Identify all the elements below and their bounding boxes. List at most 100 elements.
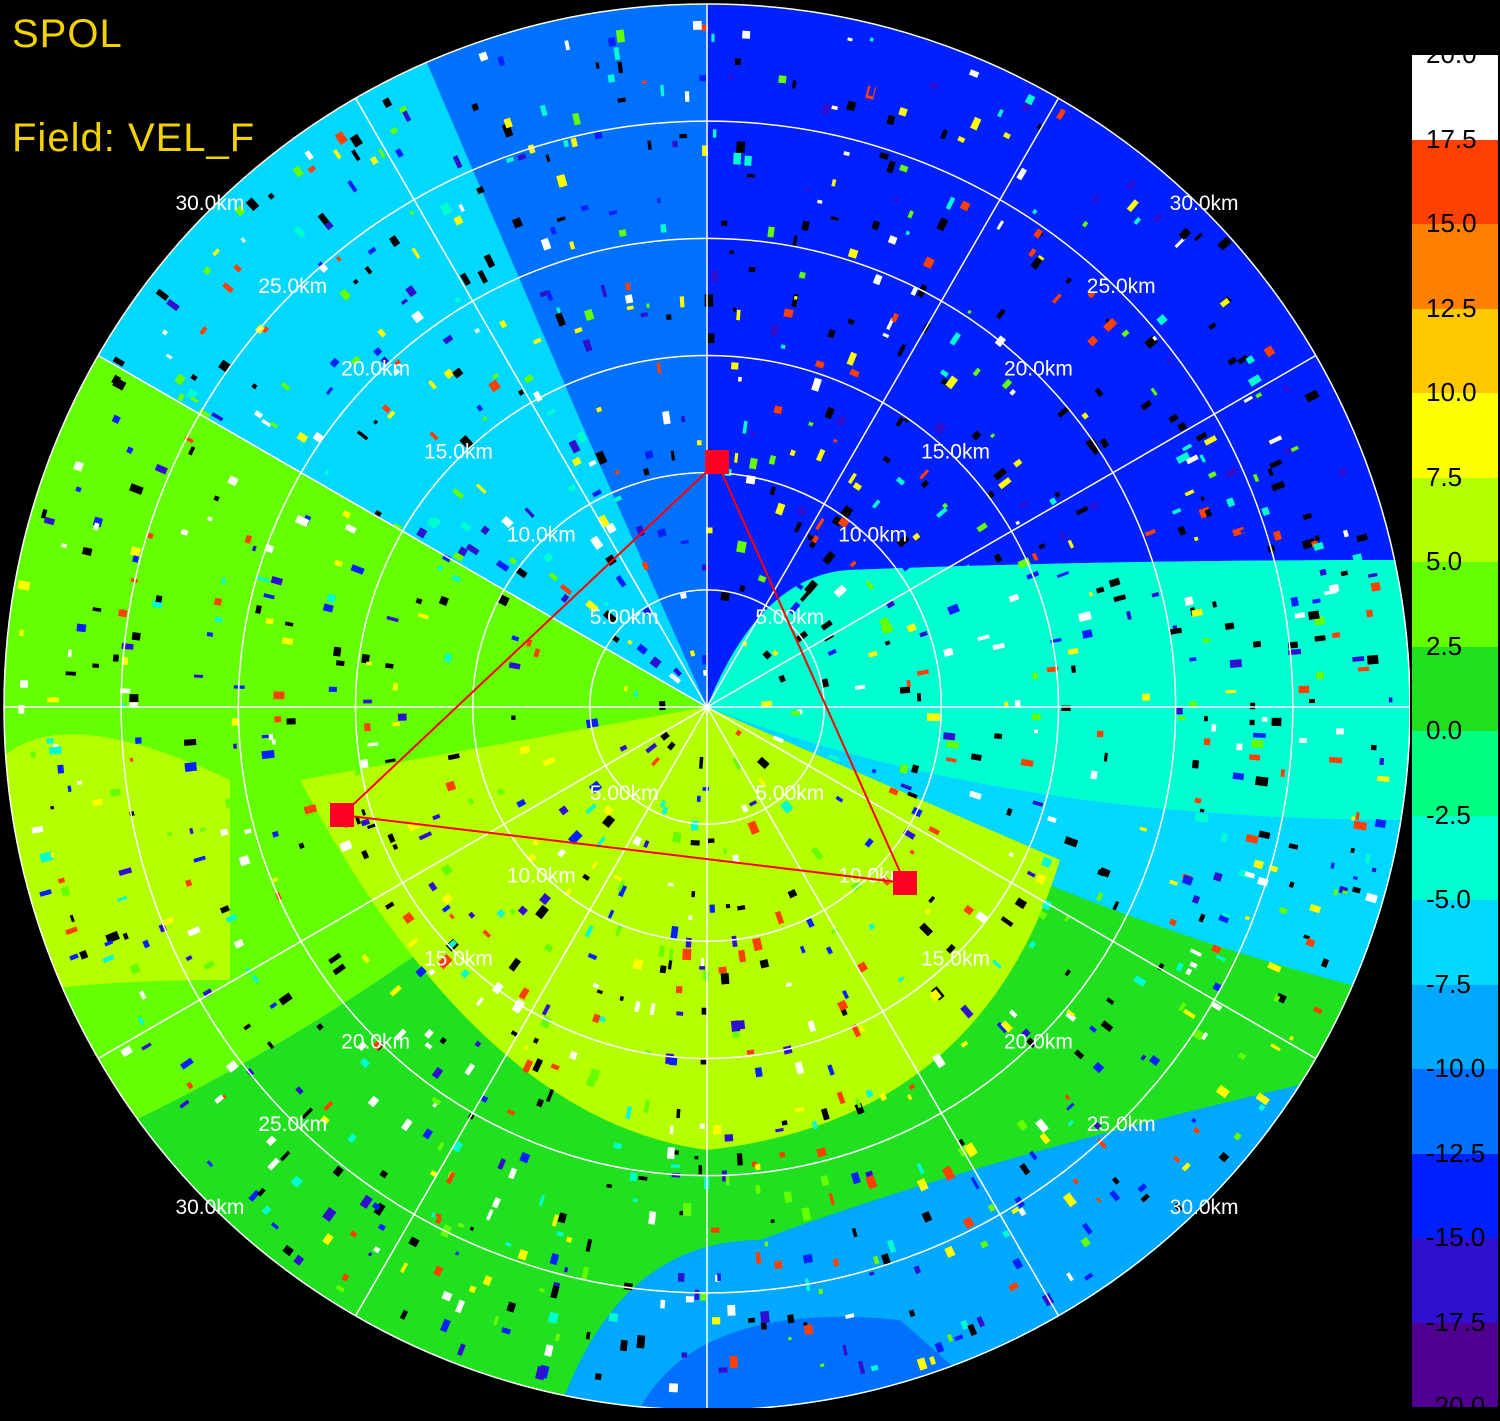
gate-speckle	[724, 1134, 734, 1142]
gate-speckle	[454, 296, 462, 304]
gate-speckle	[592, 1013, 601, 1024]
gate-speckle	[31, 825, 44, 834]
gate-speckle	[322, 1233, 334, 1246]
gate-speckle	[1290, 596, 1299, 607]
gate-speckle	[1199, 808, 1205, 813]
gate-speckle	[554, 312, 566, 327]
triangle-vertex-west[interactable]	[330, 803, 354, 827]
gate-speckle	[711, 33, 715, 42]
gate-speckle	[112, 654, 119, 662]
gate-speckle	[718, 1367, 728, 1373]
gate-speckle	[1254, 776, 1269, 787]
gate-speckle	[468, 1285, 477, 1294]
gate-speckle	[43, 516, 56, 526]
gate-speckle	[1035, 873, 1047, 885]
gate-speckle	[389, 984, 402, 997]
gate-speckle	[968, 69, 980, 78]
gate-speckle	[1194, 812, 1209, 824]
gate-speckle	[898, 107, 908, 117]
gate-speckle	[1370, 744, 1377, 751]
gate-speckle	[1379, 757, 1385, 766]
gate-speckle	[92, 798, 103, 807]
gate-speckle	[886, 1239, 897, 1254]
gate-speckle	[919, 922, 933, 937]
gate-speckle	[799, 589, 811, 602]
gate-speckle	[673, 667, 682, 677]
gate-speckle	[608, 210, 618, 216]
gate-speckle	[1355, 811, 1360, 821]
gate-speckle	[905, 230, 911, 236]
gate-speckle	[1287, 648, 1302, 656]
gate-speckle	[921, 1211, 933, 1223]
gate-speckle	[455, 1251, 460, 1256]
radar-ppi-display[interactable]: 5.00km 5.00km 5.00km 5.00km 10.0km 10.0km 10.0…	[0, 0, 1410, 1408]
gate-speckle	[643, 840, 650, 848]
gate-speckle	[1065, 277, 1072, 285]
gate-speckle	[615, 924, 623, 937]
gate-speckle	[901, 559, 915, 572]
gate-speckle	[888, 787, 899, 796]
gate-speckle	[1388, 697, 1393, 703]
gate-speckle	[1224, 466, 1239, 479]
gate-speckle	[39, 851, 54, 863]
gate-speckle	[671, 831, 682, 844]
gate-speckle	[551, 1214, 559, 1227]
gate-speckle	[116, 895, 128, 902]
colorbar-swatch	[1412, 308, 1498, 393]
ring-label: 30.0km	[175, 1196, 244, 1219]
gate-speckle	[1001, 378, 1013, 390]
gate-speckle	[567, 830, 583, 845]
gate-speckle	[245, 967, 251, 974]
gate-speckle	[624, 294, 634, 304]
gate-speckle	[746, 1049, 755, 1055]
gate-speckle	[675, 985, 683, 994]
gate-speckle	[268, 734, 274, 741]
gate-speckle	[185, 955, 193, 962]
gate-speckle	[1388, 658, 1399, 663]
gate-speckle	[764, 1241, 769, 1247]
field-region-positive-center	[300, 707, 1060, 1150]
gate-speckle	[1192, 1126, 1201, 1135]
colorbar-tick-label: 10.0	[1426, 377, 1477, 407]
gate-speckle	[1035, 1118, 1049, 1133]
gate-speckle	[865, 1174, 878, 1190]
gate-speckle	[184, 879, 193, 888]
gate-speckle	[295, 1086, 304, 1095]
gate-speckle	[437, 953, 453, 970]
gate-speckle	[400, 1262, 409, 1274]
gate-speckle	[570, 137, 578, 148]
gate-speckle	[20, 680, 28, 688]
triangle-vertex-southeast[interactable]	[893, 871, 917, 895]
gate-speckle	[355, 816, 361, 825]
gate-speckle	[1152, 207, 1160, 216]
gate-speckle	[731, 935, 738, 948]
gate-speckle	[1245, 833, 1259, 844]
gate-speckle	[129, 757, 134, 762]
gate-speckle	[742, 30, 751, 39]
gate-speckle	[868, 923, 876, 931]
gate-speckle	[385, 901, 395, 910]
gate-speckle	[379, 1169, 389, 1179]
colorbar-tick-label: -5.0	[1426, 884, 1471, 914]
gate-speckle	[820, 1108, 830, 1121]
gate-speckle	[943, 647, 954, 657]
gate-speckle	[532, 1037, 539, 1044]
gate-speckle	[445, 780, 457, 792]
analysis-triangle[interactable]	[330, 450, 917, 895]
gate-speckle	[1350, 847, 1355, 854]
gate-speckle	[582, 338, 593, 353]
gate-speckle	[1288, 881, 1295, 888]
gate-speckle	[363, 699, 372, 704]
gate-speckle	[977, 634, 990, 642]
triangle-vertex-north[interactable]	[705, 450, 729, 474]
gate-speckle	[1176, 515, 1186, 526]
gate-speckle	[556, 1231, 564, 1237]
gate-speckle	[369, 156, 379, 166]
ring-label: 30.0km	[1170, 192, 1239, 215]
range-ring-labels: 5.00km 5.00km 5.00km 5.00km 10.0km 10.0km 10.0…	[175, 192, 1238, 1219]
gate-speckle	[476, 186, 485, 195]
gate-speckle	[1314, 635, 1326, 642]
gate-speckle	[1144, 528, 1156, 537]
gate-speckle	[1088, 591, 1093, 597]
gate-speckle	[543, 552, 554, 563]
